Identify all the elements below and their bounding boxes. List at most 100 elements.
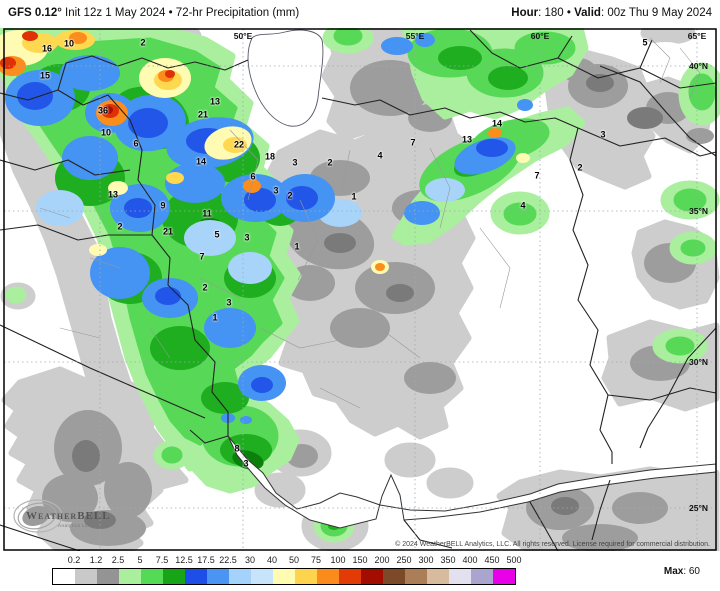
legend-tick-label: 200	[374, 555, 390, 565]
precip-max-value-label: 3	[244, 232, 250, 243]
valid-label: Valid	[574, 7, 601, 19]
legend-color-cell	[251, 569, 273, 584]
legend-color-cell	[339, 569, 361, 584]
legend-color-cell	[273, 569, 295, 584]
legend-color-cell	[361, 569, 383, 584]
longitude-label: 65°E	[687, 31, 707, 41]
precip-max-value-label: 3	[273, 185, 279, 196]
legend-tick-label: 500	[506, 555, 522, 565]
map-frame	[3, 28, 717, 551]
precip-gray-dark	[72, 74, 663, 529]
latitude-label: 25°N	[689, 503, 708, 513]
legend-color-cell	[383, 569, 405, 584]
precip-max-value-label: 10	[100, 127, 112, 138]
legend-tick-label: 2.5	[111, 555, 125, 565]
legend-color-cell	[75, 569, 97, 584]
legend-color-cell	[163, 569, 185, 584]
legend-color-cell	[449, 569, 471, 584]
max-label: Max	[663, 566, 684, 577]
precip-max-value-label: 7	[199, 251, 205, 262]
precip-max-value-label: 13	[209, 96, 221, 107]
precip-max-value-label: 3	[600, 129, 606, 140]
precip-max-value-label: 10	[63, 38, 75, 49]
precip-max-value-label: 4	[520, 200, 526, 211]
precip-max-value-label: 7	[410, 137, 416, 148]
legend-color-cell	[471, 569, 493, 584]
precip-max-value-label: 9	[160, 200, 166, 211]
weatherbell-logo: WeatherBELL Analytics LLC	[12, 497, 110, 537]
weatherbell-logo-subtext: Analytics LLC	[58, 523, 93, 528]
header-bar: GFS 0.12° Init 12z 1 May 2024 • 72-hr Pr…	[0, 0, 720, 28]
legend-tick-label: 17.5	[197, 555, 215, 565]
latitude-label: 35°N	[689, 206, 708, 216]
country-borders	[0, 29, 717, 551]
legend-tick-label: 100	[330, 555, 346, 565]
latitude-label: 40°N	[689, 61, 708, 71]
legend-color-cell	[97, 569, 119, 584]
precip-max-value-label: 1	[294, 241, 300, 252]
precip-max-value-label: 1	[351, 191, 357, 202]
latitude-label: 30°N	[689, 357, 708, 367]
legend-tick-label: 0.2	[67, 555, 81, 565]
legend-color-scale	[52, 568, 516, 585]
legend-bar: 0.2 1.2 2.5 5 7.5 12.5 17.5 22.5 30 40 50 75 100 150 2…	[0, 551, 720, 591]
precip-max-value-label: 2	[140, 37, 146, 48]
weatherbell-logo-text: WeatherBELL	[26, 510, 111, 522]
precip-max-value-label: 15	[39, 70, 51, 81]
precip-max-value-label: 18	[264, 151, 276, 162]
legend-color-cell	[493, 569, 515, 584]
legend-tick-label: 300	[418, 555, 434, 565]
persian-gulf	[227, 435, 717, 529]
precip-max-value-label: 22	[233, 139, 245, 150]
hour-value: : 180 •	[538, 7, 575, 19]
legend-color-cell	[207, 569, 229, 584]
model-title: GFS 0.12° Init 12z 1 May 2024 • 72-hr Pr…	[8, 7, 299, 19]
legend-color-cell	[295, 569, 317, 584]
legend-color-cell	[317, 569, 339, 584]
legend-tick-label: 7.5	[155, 555, 169, 565]
legend-tick-label: 350	[440, 555, 456, 565]
legend-color-cell	[141, 569, 163, 584]
legend-tick-label: 30	[244, 555, 256, 565]
map-svg	[0, 28, 720, 551]
caspian-sea	[247, 29, 324, 127]
legend-color-cell	[53, 569, 75, 584]
precip-max-value-label: 3	[292, 157, 298, 168]
precip-max-value-label: 13	[461, 134, 473, 145]
hour-label: Hour	[511, 7, 539, 19]
precip-max-value-label: 1	[212, 312, 218, 323]
precip-max-value-label: 4	[377, 150, 383, 161]
legend-tick-label: 250	[396, 555, 412, 565]
precip-max-value-label: 36	[97, 105, 109, 116]
legend-tick-label: 1.2	[89, 555, 103, 565]
legend-color-cell	[119, 569, 141, 584]
max-value: : 60	[683, 566, 700, 577]
legend-tick-label: 12.5	[175, 555, 193, 565]
map-area[interactable]: 50°E 55°E 60°E 65°E 40°N 35°N 30°N 25°N 16 10 15…	[0, 28, 720, 551]
valid-time-title: Hour: 180 • Valid: 00z Thu 9 May 2024	[511, 7, 712, 19]
precip-max-value-label: 5	[214, 229, 220, 240]
legend-tick-label: 450	[484, 555, 500, 565]
model-init-info: Init 12z 1 May 2024 • 72-hr Precipitatio…	[61, 7, 300, 19]
precip-max-value-label: 7	[534, 170, 540, 181]
longitude-label: 60°E	[530, 31, 550, 41]
legend-tick-label: 5	[137, 555, 143, 565]
precip-max-value-label: 6	[250, 171, 256, 182]
valid-value: : 00z Thu 9 May 2024	[600, 7, 712, 19]
legend-tick-label: 400	[462, 555, 478, 565]
legend-color-cell	[185, 569, 207, 584]
precip-max-value-label: 13	[107, 189, 119, 200]
weatherbell-swirl-icon	[13, 499, 63, 533]
precip-max-value-label: 14	[491, 118, 503, 129]
legend-tick-label: 50	[288, 555, 300, 565]
legend-tick-label: 40	[266, 555, 278, 565]
legend-tick-label: 75	[310, 555, 322, 565]
precip-max-value-label: 3	[226, 297, 232, 308]
attribution-text: © 2024 WeatherBELL Analytics, LLC. All r…	[395, 541, 710, 548]
precip-red-dark	[103, 106, 113, 114]
precip-max-value-label: 16	[41, 43, 53, 54]
precip-max-value-label: 2	[577, 162, 583, 173]
precip-max-value-label: 2	[287, 190, 293, 201]
precip-max-value-label: 3	[243, 458, 249, 469]
